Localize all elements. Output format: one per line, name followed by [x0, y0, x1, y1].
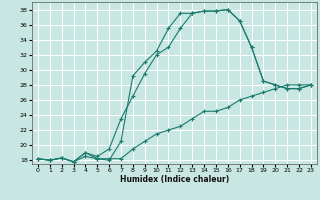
X-axis label: Humidex (Indice chaleur): Humidex (Indice chaleur)	[120, 175, 229, 184]
